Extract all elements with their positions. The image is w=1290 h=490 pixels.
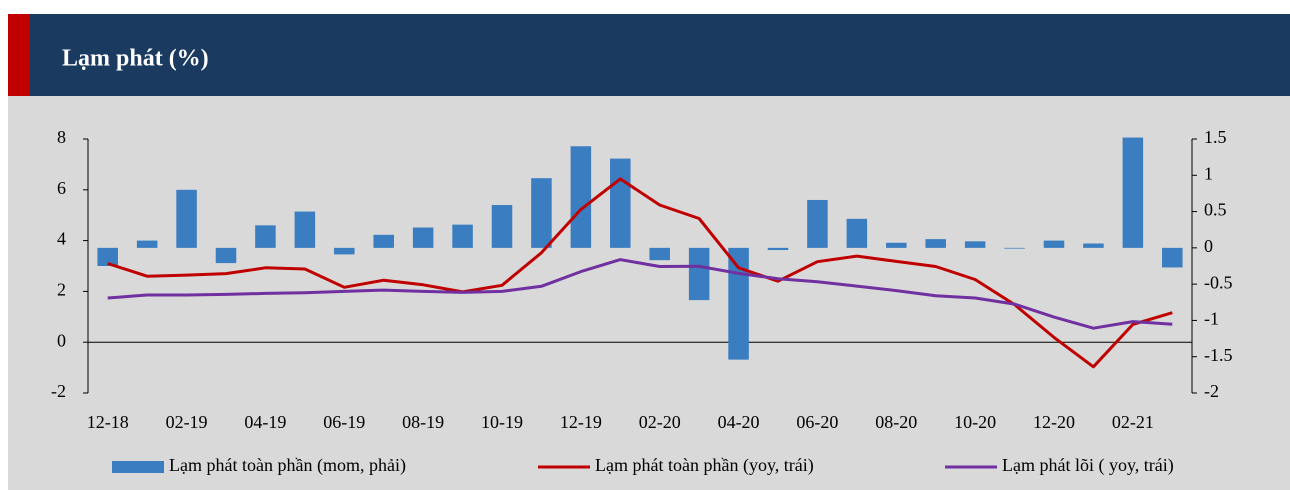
y2-tick-label: -2 — [1204, 381, 1219, 401]
bar — [925, 239, 946, 248]
y-tick-label: 4 — [57, 229, 66, 249]
bar — [688, 247, 710, 301]
bar — [136, 240, 158, 248]
x-tick-label: 02-19 — [166, 412, 208, 432]
y2-tick-label: 0 — [1204, 236, 1213, 256]
y2-tick-label: 1.5 — [1204, 127, 1227, 147]
bar — [373, 234, 394, 248]
bar — [807, 199, 828, 248]
bar — [294, 211, 316, 248]
chart-title: Lạm phát (%) — [62, 46, 209, 72]
bar — [1083, 243, 1104, 248]
x-tick-label: 12-18 — [87, 412, 129, 432]
legend-label: Lạm phát toàn phần (mom, phải) — [169, 455, 406, 476]
x-tick-label: 02-21 — [1112, 412, 1154, 432]
bar — [964, 241, 986, 248]
y2-tick-label: 1 — [1204, 163, 1213, 183]
y2-tick-label: 0.5 — [1204, 200, 1227, 220]
legend-label: Lạm phát lõi ( yoy, trái) — [1002, 455, 1174, 476]
bar — [531, 178, 552, 248]
x-tick-label: 12-19 — [560, 412, 602, 432]
bar — [452, 224, 473, 248]
y2-tick-label: -1.5 — [1204, 345, 1233, 365]
bar — [1122, 137, 1144, 248]
y2-tick-label: -1 — [1204, 309, 1219, 329]
legend-swatch — [112, 461, 164, 473]
x-tick-label: 02-20 — [639, 412, 681, 432]
bar — [610, 158, 631, 248]
bar — [728, 247, 749, 360]
header-accent — [8, 14, 30, 96]
bar — [255, 225, 276, 248]
x-tick-label: 08-20 — [875, 412, 917, 432]
x-tick-label: 04-20 — [718, 412, 760, 432]
bar — [215, 247, 237, 264]
legend-label: Lạm phát toàn phần (yoy, trái) — [595, 455, 814, 476]
bar — [176, 189, 197, 248]
line — [107, 177, 1173, 369]
line — [107, 258, 1173, 330]
bar — [491, 205, 513, 248]
x-tick-label: 10-19 — [481, 412, 523, 432]
x-tick-label: 12-20 — [1033, 412, 1075, 432]
x-tick-label: 06-20 — [796, 412, 838, 432]
x-tick-label: 10-20 — [954, 412, 996, 432]
bar — [570, 146, 592, 248]
y2-tick-label: -0.5 — [1204, 272, 1233, 292]
bar — [97, 247, 118, 266]
header-band — [8, 14, 1290, 96]
y-tick-label: 2 — [57, 280, 66, 300]
x-tick-label: 06-19 — [323, 412, 365, 432]
bar — [412, 227, 434, 248]
y-tick-label: 8 — [57, 127, 66, 147]
y-tick-label: 6 — [57, 178, 66, 198]
x-tick-label: 08-19 — [402, 412, 444, 432]
y-tick-label: 0 — [57, 330, 66, 350]
bar — [1162, 247, 1183, 268]
x-tick-label: 04-19 — [244, 412, 286, 432]
bar — [846, 218, 868, 248]
y-tick-label: -2 — [51, 381, 66, 401]
bar — [886, 242, 907, 248]
bar — [334, 247, 355, 255]
bar — [1004, 247, 1025, 249]
bar — [649, 247, 670, 261]
bar — [1043, 240, 1065, 248]
bar — [767, 247, 789, 251]
